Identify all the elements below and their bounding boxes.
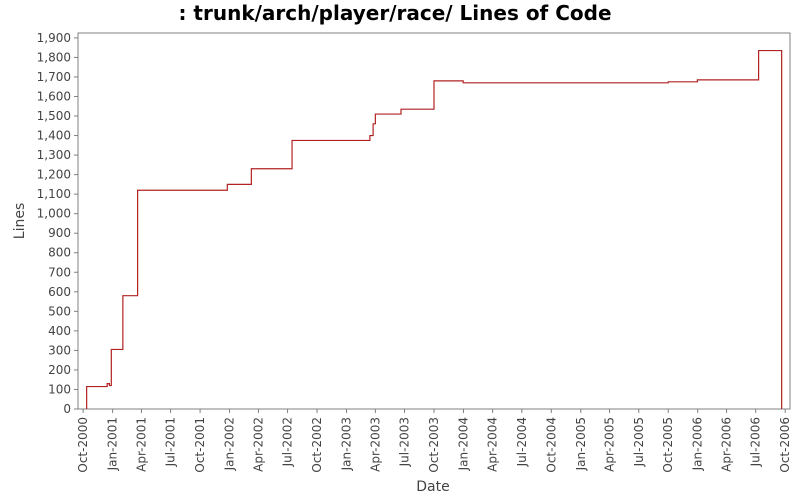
series-line bbox=[86, 49, 783, 409]
y-tick-label: 200 bbox=[48, 363, 71, 377]
y-axis-label: Lines bbox=[12, 203, 28, 239]
x-tick-label: Apr-2001 bbox=[134, 417, 148, 472]
x-tick-label: Jan-2002 bbox=[223, 417, 237, 471]
y-tick-label: 600 bbox=[48, 285, 71, 299]
x-tick-label: Oct-2003 bbox=[427, 417, 441, 473]
x-tick-label: Jul-2003 bbox=[398, 417, 412, 467]
x-tick-label: Oct-2001 bbox=[193, 417, 207, 473]
y-axis: 0 100 200 300 400 500 600 700 800 900 1,000 1,100 1,… bbox=[37, 31, 78, 416]
y-tick-label: 1,000 bbox=[37, 207, 71, 221]
x-tick-label: Jul-2006 bbox=[749, 417, 763, 467]
x-tick-label: Oct-2000 bbox=[76, 417, 90, 473]
x-tick-label: Oct-2004 bbox=[544, 417, 558, 473]
y-tick-label: 1,900 bbox=[37, 31, 71, 45]
y-tick-label: 1,100 bbox=[37, 187, 71, 201]
y-tick-label: 1,700 bbox=[37, 70, 71, 84]
x-tick-label: Jul-2001 bbox=[164, 417, 178, 467]
x-tick-label: Oct-2002 bbox=[310, 417, 324, 473]
y-tick-label: 500 bbox=[48, 304, 71, 318]
x-tick-label: Oct-2006 bbox=[778, 417, 792, 473]
y-tick-label: 1,600 bbox=[37, 89, 71, 103]
x-tick-label: Jul-2004 bbox=[515, 417, 529, 467]
y-tick-label: 1,400 bbox=[37, 129, 71, 143]
x-tick-label: Jan-2006 bbox=[691, 417, 705, 471]
y-tick-label: 100 bbox=[48, 382, 71, 396]
chart-title: : trunk/arch/player/race/ Lines of Code bbox=[178, 1, 611, 25]
y-tick-label: 1,800 bbox=[37, 50, 71, 64]
y-tick-label: 400 bbox=[48, 324, 71, 338]
x-tick-label: Apr-2005 bbox=[603, 417, 617, 472]
x-axis: Oct-2000 Jan-2001 Apr-2001 Jul-2001 Oct-2001… bbox=[76, 409, 792, 473]
series-layer bbox=[86, 49, 783, 409]
x-tick-label: Apr-2004 bbox=[486, 417, 500, 472]
y-tick-label: 1,300 bbox=[37, 148, 71, 162]
x-tick-label: Jan-2004 bbox=[456, 417, 470, 471]
y-tick-label: 700 bbox=[48, 265, 71, 279]
x-tick-label: Oct-2005 bbox=[661, 417, 675, 473]
x-axis-label: Date bbox=[416, 479, 449, 495]
x-tick-label: Jan-2005 bbox=[574, 417, 588, 471]
y-tick-label: 1,200 bbox=[37, 168, 71, 182]
x-tick-label: Jan-2003 bbox=[340, 417, 354, 471]
x-tick-label: Apr-2003 bbox=[368, 417, 382, 472]
y-tick-label: 800 bbox=[48, 246, 71, 260]
y-tick-label: 0 bbox=[63, 402, 71, 416]
x-tick-label: Jul-2002 bbox=[281, 417, 295, 467]
x-tick-label: Jul-2005 bbox=[632, 417, 646, 467]
y-tick-label: 1,500 bbox=[37, 109, 71, 123]
x-tick-label: Apr-2002 bbox=[251, 417, 265, 472]
x-tick-label: Apr-2006 bbox=[720, 417, 734, 472]
y-tick-label: 300 bbox=[48, 343, 71, 357]
x-tick-label: Jan-2001 bbox=[106, 417, 120, 471]
y-tick-label: 900 bbox=[48, 226, 71, 240]
